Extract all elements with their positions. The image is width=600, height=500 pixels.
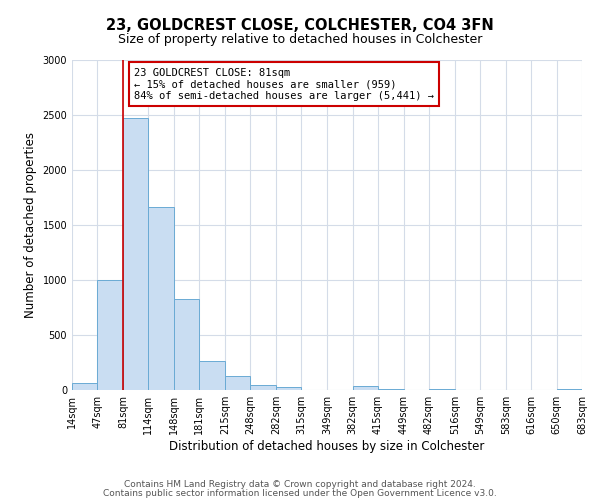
Text: Contains public sector information licensed under the Open Government Licence v3: Contains public sector information licen… bbox=[103, 489, 497, 498]
Bar bbox=[72, 384, 97, 390]
Bar bbox=[199, 361, 225, 390]
Y-axis label: Number of detached properties: Number of detached properties bbox=[24, 132, 37, 318]
X-axis label: Distribution of detached houses by size in Colchester: Distribution of detached houses by size … bbox=[169, 440, 485, 453]
Bar bbox=[377, 389, 404, 390]
Bar bbox=[123, 118, 148, 390]
Bar bbox=[429, 389, 455, 390]
Text: 23, GOLDCREST CLOSE, COLCHESTER, CO4 3FN: 23, GOLDCREST CLOSE, COLCHESTER, CO4 3FN bbox=[106, 18, 494, 32]
Bar bbox=[148, 208, 174, 390]
Bar bbox=[97, 280, 123, 390]
Text: 23 GOLDCREST CLOSE: 81sqm
← 15% of detached houses are smaller (959)
84% of semi: 23 GOLDCREST CLOSE: 81sqm ← 15% of detac… bbox=[134, 68, 434, 101]
Bar bbox=[353, 386, 377, 390]
Text: Contains HM Land Registry data © Crown copyright and database right 2024.: Contains HM Land Registry data © Crown c… bbox=[124, 480, 476, 489]
Bar bbox=[174, 298, 199, 390]
Text: Size of property relative to detached houses in Colchester: Size of property relative to detached ho… bbox=[118, 32, 482, 46]
Bar bbox=[277, 386, 301, 390]
Bar bbox=[250, 384, 277, 390]
Bar bbox=[557, 389, 582, 390]
Bar bbox=[225, 376, 250, 390]
